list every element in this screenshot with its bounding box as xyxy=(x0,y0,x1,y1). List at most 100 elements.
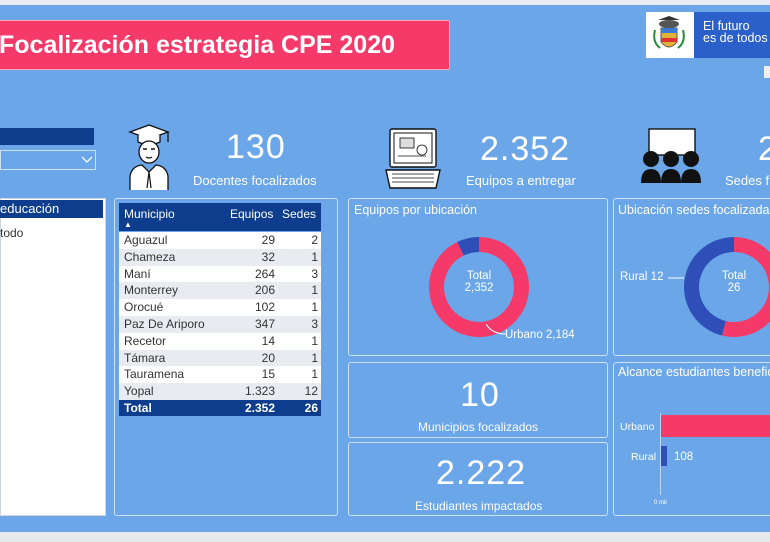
cell-municipio: Chameza xyxy=(124,249,176,264)
table-header: Municipio Equipos Sedes ▲ xyxy=(119,203,321,231)
cell-sedes: 1 xyxy=(311,300,318,315)
donut-center-value: 2,352 xyxy=(464,282,494,294)
donut-slice-urbano[interactable] xyxy=(429,237,529,337)
cell-sedes: 3 xyxy=(311,266,318,281)
cell-municipio: Yopal xyxy=(124,384,154,399)
table-row[interactable]: Maní 264 3 xyxy=(119,265,321,283)
total-sedes: 26 xyxy=(304,401,318,415)
filter-dropdown[interactable] xyxy=(0,150,96,170)
cell-sedes: 1 xyxy=(311,333,318,348)
equipos-value: 2.352 xyxy=(480,130,571,168)
cell-municipio: Tauramena xyxy=(124,367,185,382)
donut-center-label: Total xyxy=(466,270,492,282)
col-municipio[interactable]: Municipio xyxy=(124,207,175,221)
donut-slice-urbano[interactable] xyxy=(722,237,770,337)
slicer-item[interactable]: todo xyxy=(0,226,23,240)
sedes-ubicacion-title: Ubicación sedes focalizadas xyxy=(618,203,770,217)
donut-center-label: Total xyxy=(721,270,747,282)
chevron-down-icon xyxy=(81,156,93,163)
municipios-card xyxy=(348,362,608,438)
estudiantes-label: Estudiantes impactados xyxy=(415,499,543,513)
total-label: Total xyxy=(124,401,152,415)
alcance-card xyxy=(613,362,770,516)
bar-axis-line xyxy=(660,413,661,495)
table-row[interactable]: Monterrey 206 1 xyxy=(119,282,321,300)
cell-equipos: 264 xyxy=(254,266,275,281)
equipos-ubicacion-card xyxy=(348,198,608,356)
cell-equipos: 29 xyxy=(261,233,275,247)
cell-sedes: 2 xyxy=(311,233,318,247)
rural-data-label: Rural 12 xyxy=(620,271,664,283)
slicer-item-label: todo xyxy=(0,226,24,240)
filter-header-bar xyxy=(0,128,94,145)
donut-center-value: 26 xyxy=(727,282,741,294)
municipios-value: 10 xyxy=(460,376,500,414)
docentes-label: Docentes focalizados xyxy=(193,173,317,188)
cell-municipio: Orocué xyxy=(124,300,164,315)
municipios-label: Municipios focalizados xyxy=(418,420,539,434)
donut-slice-rural[interactable] xyxy=(457,237,479,256)
estudiantes-value: 2.222 xyxy=(436,454,527,492)
sedes-donut-slices xyxy=(684,237,770,337)
table-row[interactable]: Tauramena 15 1 xyxy=(119,366,321,384)
bar-axis-tick: 0 mil xyxy=(654,500,667,506)
cell-equipos: 102 xyxy=(254,300,275,315)
bar-urbano[interactable] xyxy=(661,415,770,437)
alcance-title: Alcance estudiantes beneficiados xyxy=(618,365,770,379)
page-title: Focalización estrategia CPE 2020 xyxy=(0,30,396,59)
logo-text-line2: es de todos xyxy=(703,31,768,45)
estudiantes-card xyxy=(348,442,608,516)
cell-equipos: 206 xyxy=(254,283,275,298)
sedes-donut-chart xyxy=(684,237,770,337)
col-sedes[interactable]: Sedes xyxy=(282,207,317,221)
urbano-data-label: Urbano 2,184 xyxy=(505,329,575,341)
cell-sedes: 1 xyxy=(311,350,318,365)
coat-of-arms-icon xyxy=(653,16,685,49)
students-icon xyxy=(641,128,701,183)
cell-equipos: 1.323 xyxy=(244,384,275,399)
municipios-table-panel xyxy=(114,198,338,516)
focus-mode-icon[interactable] xyxy=(764,66,770,78)
bar-rural[interactable] xyxy=(661,446,667,466)
equipos-label: Equipos a entregar xyxy=(466,173,576,188)
sedes-label: Sedes f xyxy=(725,173,770,188)
table-total-row: Total 2.352 26 xyxy=(119,400,321,416)
slicer-item-selected[interactable]: educación xyxy=(0,200,103,218)
table-row[interactable]: Támara 20 1 xyxy=(119,349,321,367)
title-banner: Focalización estrategia CPE 2020 xyxy=(0,20,450,70)
rural-leader-line xyxy=(668,277,684,279)
cell-equipos: 14 xyxy=(261,333,275,348)
bottom-strip xyxy=(0,532,770,542)
table-row[interactable]: Orocué 102 1 xyxy=(119,299,321,316)
equipos-donut-slices xyxy=(429,237,529,337)
equipos-ubicacion-title: Equipos por ubicación xyxy=(354,203,477,217)
cell-municipio: Maní xyxy=(124,266,151,281)
cell-sedes: 1 xyxy=(311,367,318,382)
bar-label-rural: Rural xyxy=(631,451,657,463)
cell-equipos: 347 xyxy=(254,316,275,331)
cell-municipio: Aguazul xyxy=(124,233,168,247)
cell-sedes: 1 xyxy=(311,249,318,264)
table-row[interactable]: Paz De Ariporo 347 3 xyxy=(119,315,321,333)
table-row[interactable]: Yopal 1.323 12 xyxy=(119,383,321,400)
table-row[interactable]: Chameza 32 1 xyxy=(119,248,321,266)
top-strip xyxy=(0,0,770,5)
cell-municipio: Támara xyxy=(124,350,166,365)
total-equipos: 2.352 xyxy=(244,401,275,415)
cell-municipio: Monterrey xyxy=(124,283,179,298)
equipos-donut-chart xyxy=(429,237,529,337)
slicer-panel xyxy=(0,198,106,516)
slicer-item-label: educación xyxy=(0,201,60,216)
cell-municipio: Paz De Ariporo xyxy=(124,316,205,331)
cell-sedes: 12 xyxy=(304,384,318,399)
sort-ascending-icon[interactable]: ▲ xyxy=(124,220,132,229)
table-row[interactable]: Recetor 14 1 xyxy=(119,332,321,350)
col-equipos[interactable]: Equipos xyxy=(230,207,274,221)
cell-equipos: 15 xyxy=(261,367,275,382)
table-body: Aguazul 29 2 Chameza 32 1 Maní 264 3 Monterrey… xyxy=(119,232,321,400)
donut-slice-rural[interactable] xyxy=(684,237,734,336)
teacher-icon xyxy=(128,124,170,190)
table-row[interactable]: Aguazul 29 2 xyxy=(119,232,321,249)
cell-sedes: 3 xyxy=(311,316,318,331)
bar-value-rural: 108 xyxy=(674,451,694,463)
